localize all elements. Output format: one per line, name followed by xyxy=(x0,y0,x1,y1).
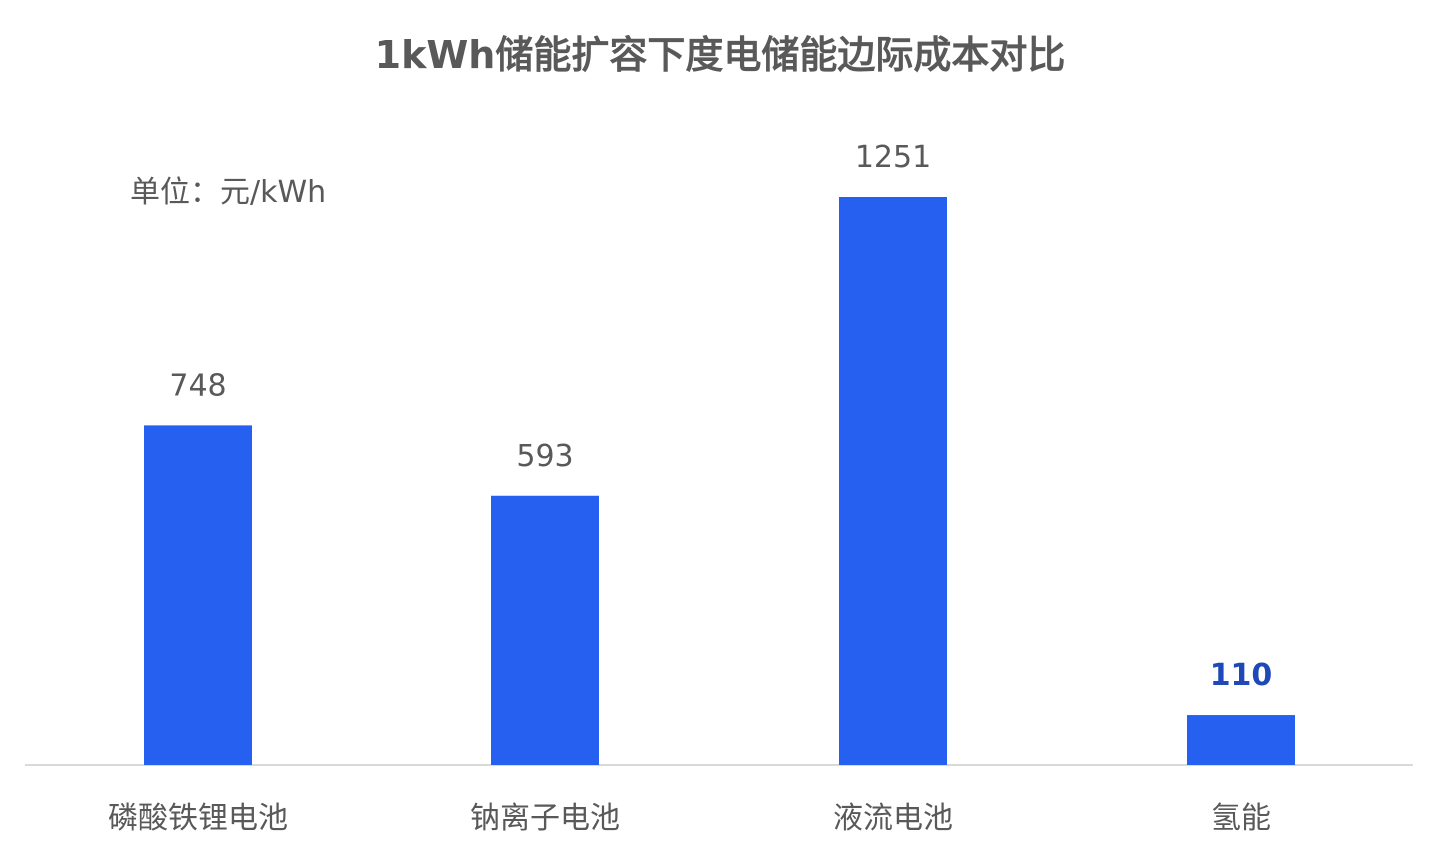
bar-2 xyxy=(839,197,947,765)
category-labels-layer: 磷酸铁锂电池 钠离子电池 液流电池 氢能 xyxy=(108,801,1271,836)
category-label-0: 磷酸铁锂电池 xyxy=(108,801,288,836)
data-label-1: 593 xyxy=(516,439,573,474)
category-label-2: 液流电池 xyxy=(833,801,953,836)
data-label-3: 110 xyxy=(1210,658,1273,693)
bar-0 xyxy=(144,425,252,765)
category-label-1: 钠离子电池 xyxy=(470,801,620,836)
bars-layer xyxy=(144,197,1295,765)
unit-label: 单位：元/kWh xyxy=(130,175,326,210)
data-labels-layer: 748 593 1251 110 xyxy=(169,140,1272,693)
bar-3 xyxy=(1187,715,1295,765)
bar-1 xyxy=(491,495,599,765)
chart-title: 1kWh储能扩容下度电储能边际成本对比 xyxy=(375,33,1066,77)
data-label-2: 1251 xyxy=(855,140,931,175)
data-label-0: 748 xyxy=(169,368,226,403)
category-label-3: 氢能 xyxy=(1211,801,1271,836)
